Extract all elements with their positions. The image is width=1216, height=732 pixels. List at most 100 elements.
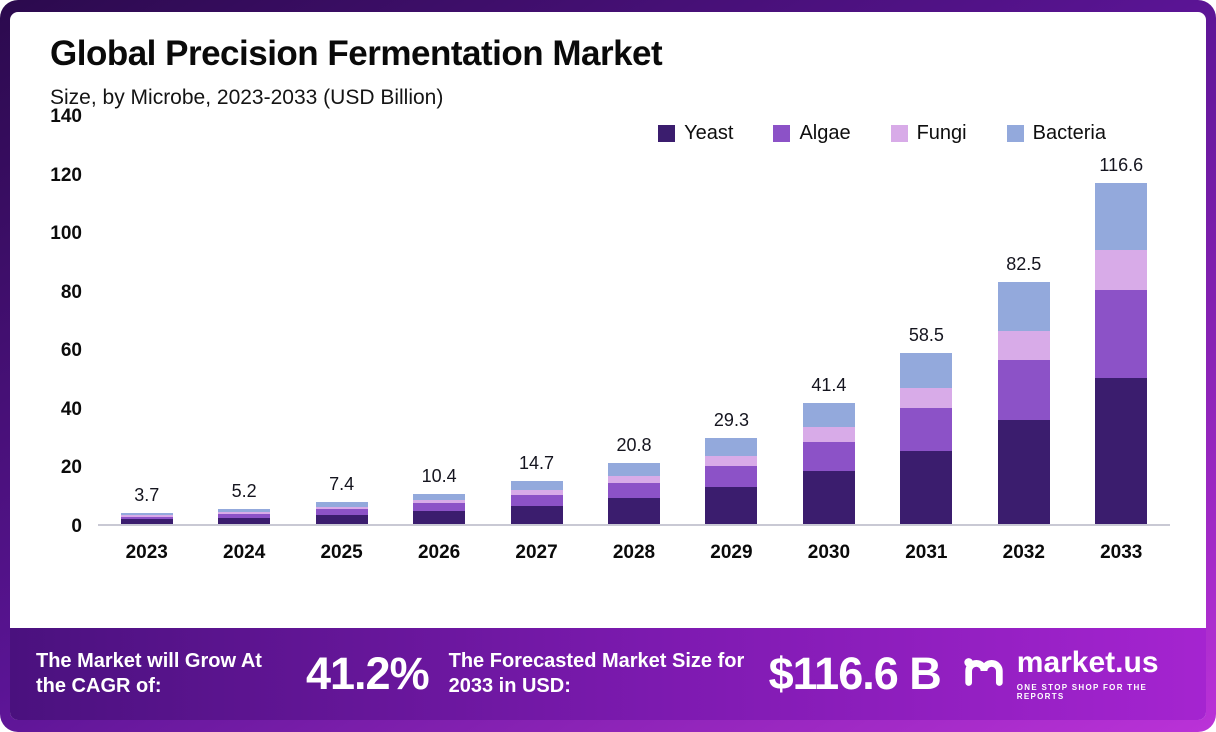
bar-segment-algae bbox=[315, 509, 368, 515]
bar-segment-yeast bbox=[802, 471, 855, 524]
bar-segment-algae bbox=[802, 442, 855, 472]
bar-segment-bacteria bbox=[510, 480, 563, 490]
y-tick-label: 80 bbox=[60, 281, 82, 303]
bar-total-label: 116.6 bbox=[1099, 154, 1144, 175]
x-tick-label: 2032 bbox=[1002, 542, 1045, 563]
legend-label: Bacteria bbox=[1032, 122, 1106, 144]
y-tick-label: 20 bbox=[60, 457, 82, 479]
bar-total-label: 14.7 bbox=[519, 452, 555, 473]
bar-column: 41.4 bbox=[780, 375, 877, 524]
y-tick-label: 120 bbox=[50, 164, 82, 186]
bar-segment-fungi bbox=[900, 387, 953, 409]
bar-total-label: 41.4 bbox=[811, 374, 847, 395]
bar-segment-algae bbox=[413, 503, 466, 511]
bar-total-label: 5.2 bbox=[231, 480, 257, 501]
bar-column: 10.4 bbox=[390, 466, 487, 524]
bar-segment-bacteria bbox=[120, 513, 173, 516]
stacked-bar bbox=[1095, 182, 1148, 524]
x-tick-label: 2026 bbox=[417, 542, 461, 563]
stacked-bar bbox=[120, 513, 173, 524]
bar-total-label: 82.5 bbox=[1006, 254, 1042, 275]
bar-segment-bacteria bbox=[607, 463, 660, 476]
bar-segment-fungi bbox=[315, 506, 368, 510]
forecast-label: The Forecasted Market Size for 2033 in U… bbox=[448, 650, 745, 697]
chart: 0 20 40 60 80 100 120 140 3.7 5.2 7.4 10.4 14.7 20.8… bbox=[34, 106, 1170, 564]
bar-segment-yeast bbox=[997, 420, 1050, 524]
header: Global Precision Fermentation Market Siz… bbox=[10, 12, 1206, 110]
bar-segment-yeast bbox=[510, 505, 563, 524]
bar-segment-bacteria bbox=[413, 493, 466, 500]
bar-segment-bacteria bbox=[802, 402, 855, 428]
stacked-bar bbox=[705, 438, 758, 524]
bar-segment-bacteria bbox=[705, 438, 758, 456]
x-tick-label: 2033 bbox=[1100, 542, 1143, 563]
plot-area: 3.7 5.2 7.4 10.4 14.7 20.8 29.3 41.4 58.5 82.5 116… bbox=[98, 116, 1170, 526]
page-title: Global Precision Fermentation Market bbox=[50, 34, 663, 73]
brand-tagline: ONE STOP SHOP FOR THE REPORTS bbox=[1016, 682, 1148, 701]
y-axis: 0 20 40 60 80 100 120 140 bbox=[34, 106, 98, 537]
cagr-value: 41.2% bbox=[306, 648, 430, 699]
market-us-logo-icon bbox=[961, 649, 1007, 700]
y-tick-label: 100 bbox=[50, 223, 82, 245]
legend-swatch bbox=[890, 125, 908, 142]
bar-segment-yeast bbox=[705, 487, 758, 524]
bar-segment-algae bbox=[510, 494, 563, 506]
x-tick-label: 2027 bbox=[515, 542, 558, 563]
bar-column: 58.5 bbox=[878, 325, 975, 524]
legend-swatch bbox=[1006, 125, 1024, 142]
infographic-page: Global Precision Fermentation Market Siz… bbox=[10, 12, 1206, 720]
legend-item-yeast: Yeast bbox=[658, 122, 733, 145]
bar-column: 14.7 bbox=[488, 453, 585, 524]
stacked-bar bbox=[510, 480, 563, 524]
y-tick-label: 60 bbox=[60, 340, 82, 362]
bar-segment-yeast bbox=[1095, 377, 1148, 524]
bar-segment-yeast bbox=[315, 514, 368, 524]
bar-segment-bacteria bbox=[997, 282, 1050, 331]
legend-swatch bbox=[773, 125, 791, 142]
forecast-value: $116.6 B bbox=[768, 648, 942, 699]
legend-item-algae: Algae bbox=[773, 122, 851, 145]
bar-segment-fungi bbox=[413, 499, 466, 504]
stacked-bar bbox=[802, 402, 855, 524]
stacked-bar bbox=[607, 463, 660, 524]
x-tick-label: 2025 bbox=[320, 542, 363, 563]
legend-label: Yeast bbox=[684, 122, 734, 144]
bar-column: 3.7 bbox=[98, 485, 195, 524]
bar-total-label: 10.4 bbox=[421, 465, 457, 486]
x-tick-label: 2029 bbox=[710, 542, 753, 563]
bar-total-label: 3.7 bbox=[134, 485, 160, 506]
legend-swatch bbox=[658, 125, 676, 142]
bar-column: 20.8 bbox=[585, 435, 682, 524]
bar-segment-algae bbox=[1095, 289, 1148, 378]
stacked-bar bbox=[997, 282, 1050, 524]
legend: Yeast Algae Fungi Bacteria bbox=[658, 122, 1106, 145]
legend-item-bacteria: Bacteria bbox=[1006, 122, 1106, 145]
x-tick-label: 2030 bbox=[807, 542, 851, 563]
bar-segment-fungi bbox=[705, 455, 758, 467]
bar-segment-yeast bbox=[607, 497, 660, 524]
bar-segment-fungi bbox=[997, 330, 1050, 361]
y-tick-label: 40 bbox=[60, 398, 82, 420]
y-tick-label: 0 bbox=[71, 516, 82, 537]
cagr-label: The Market will Grow At the CAGR of: bbox=[36, 650, 262, 697]
page-subtitle: Size, by Microbe, 2023-2033 (USD Billion… bbox=[50, 86, 444, 109]
bar-total-label: 20.8 bbox=[616, 435, 652, 456]
bar-segment-algae bbox=[120, 516, 173, 520]
legend-label: Fungi bbox=[916, 122, 967, 144]
bar-segment-yeast bbox=[120, 519, 173, 524]
bar-column: 5.2 bbox=[195, 481, 292, 524]
bar-segment-yeast bbox=[900, 450, 953, 524]
x-tick-label: 2024 bbox=[223, 542, 266, 563]
brand-name: market.us bbox=[1016, 645, 1159, 679]
bar-column: 82.5 bbox=[975, 254, 1072, 524]
bar-segment-yeast bbox=[413, 510, 466, 524]
bar-segment-algae bbox=[607, 483, 660, 498]
bar-segment-yeast bbox=[218, 517, 271, 524]
brand: market.us ONE STOP SHOP FOR THE REPORTS bbox=[961, 645, 1180, 701]
bar-total-label: 7.4 bbox=[329, 474, 355, 495]
bar-column: 116.6 bbox=[1073, 155, 1170, 524]
bar-segment-algae bbox=[900, 408, 953, 451]
legend-item-fungi: Fungi bbox=[890, 122, 967, 145]
stacked-bar bbox=[413, 493, 466, 524]
